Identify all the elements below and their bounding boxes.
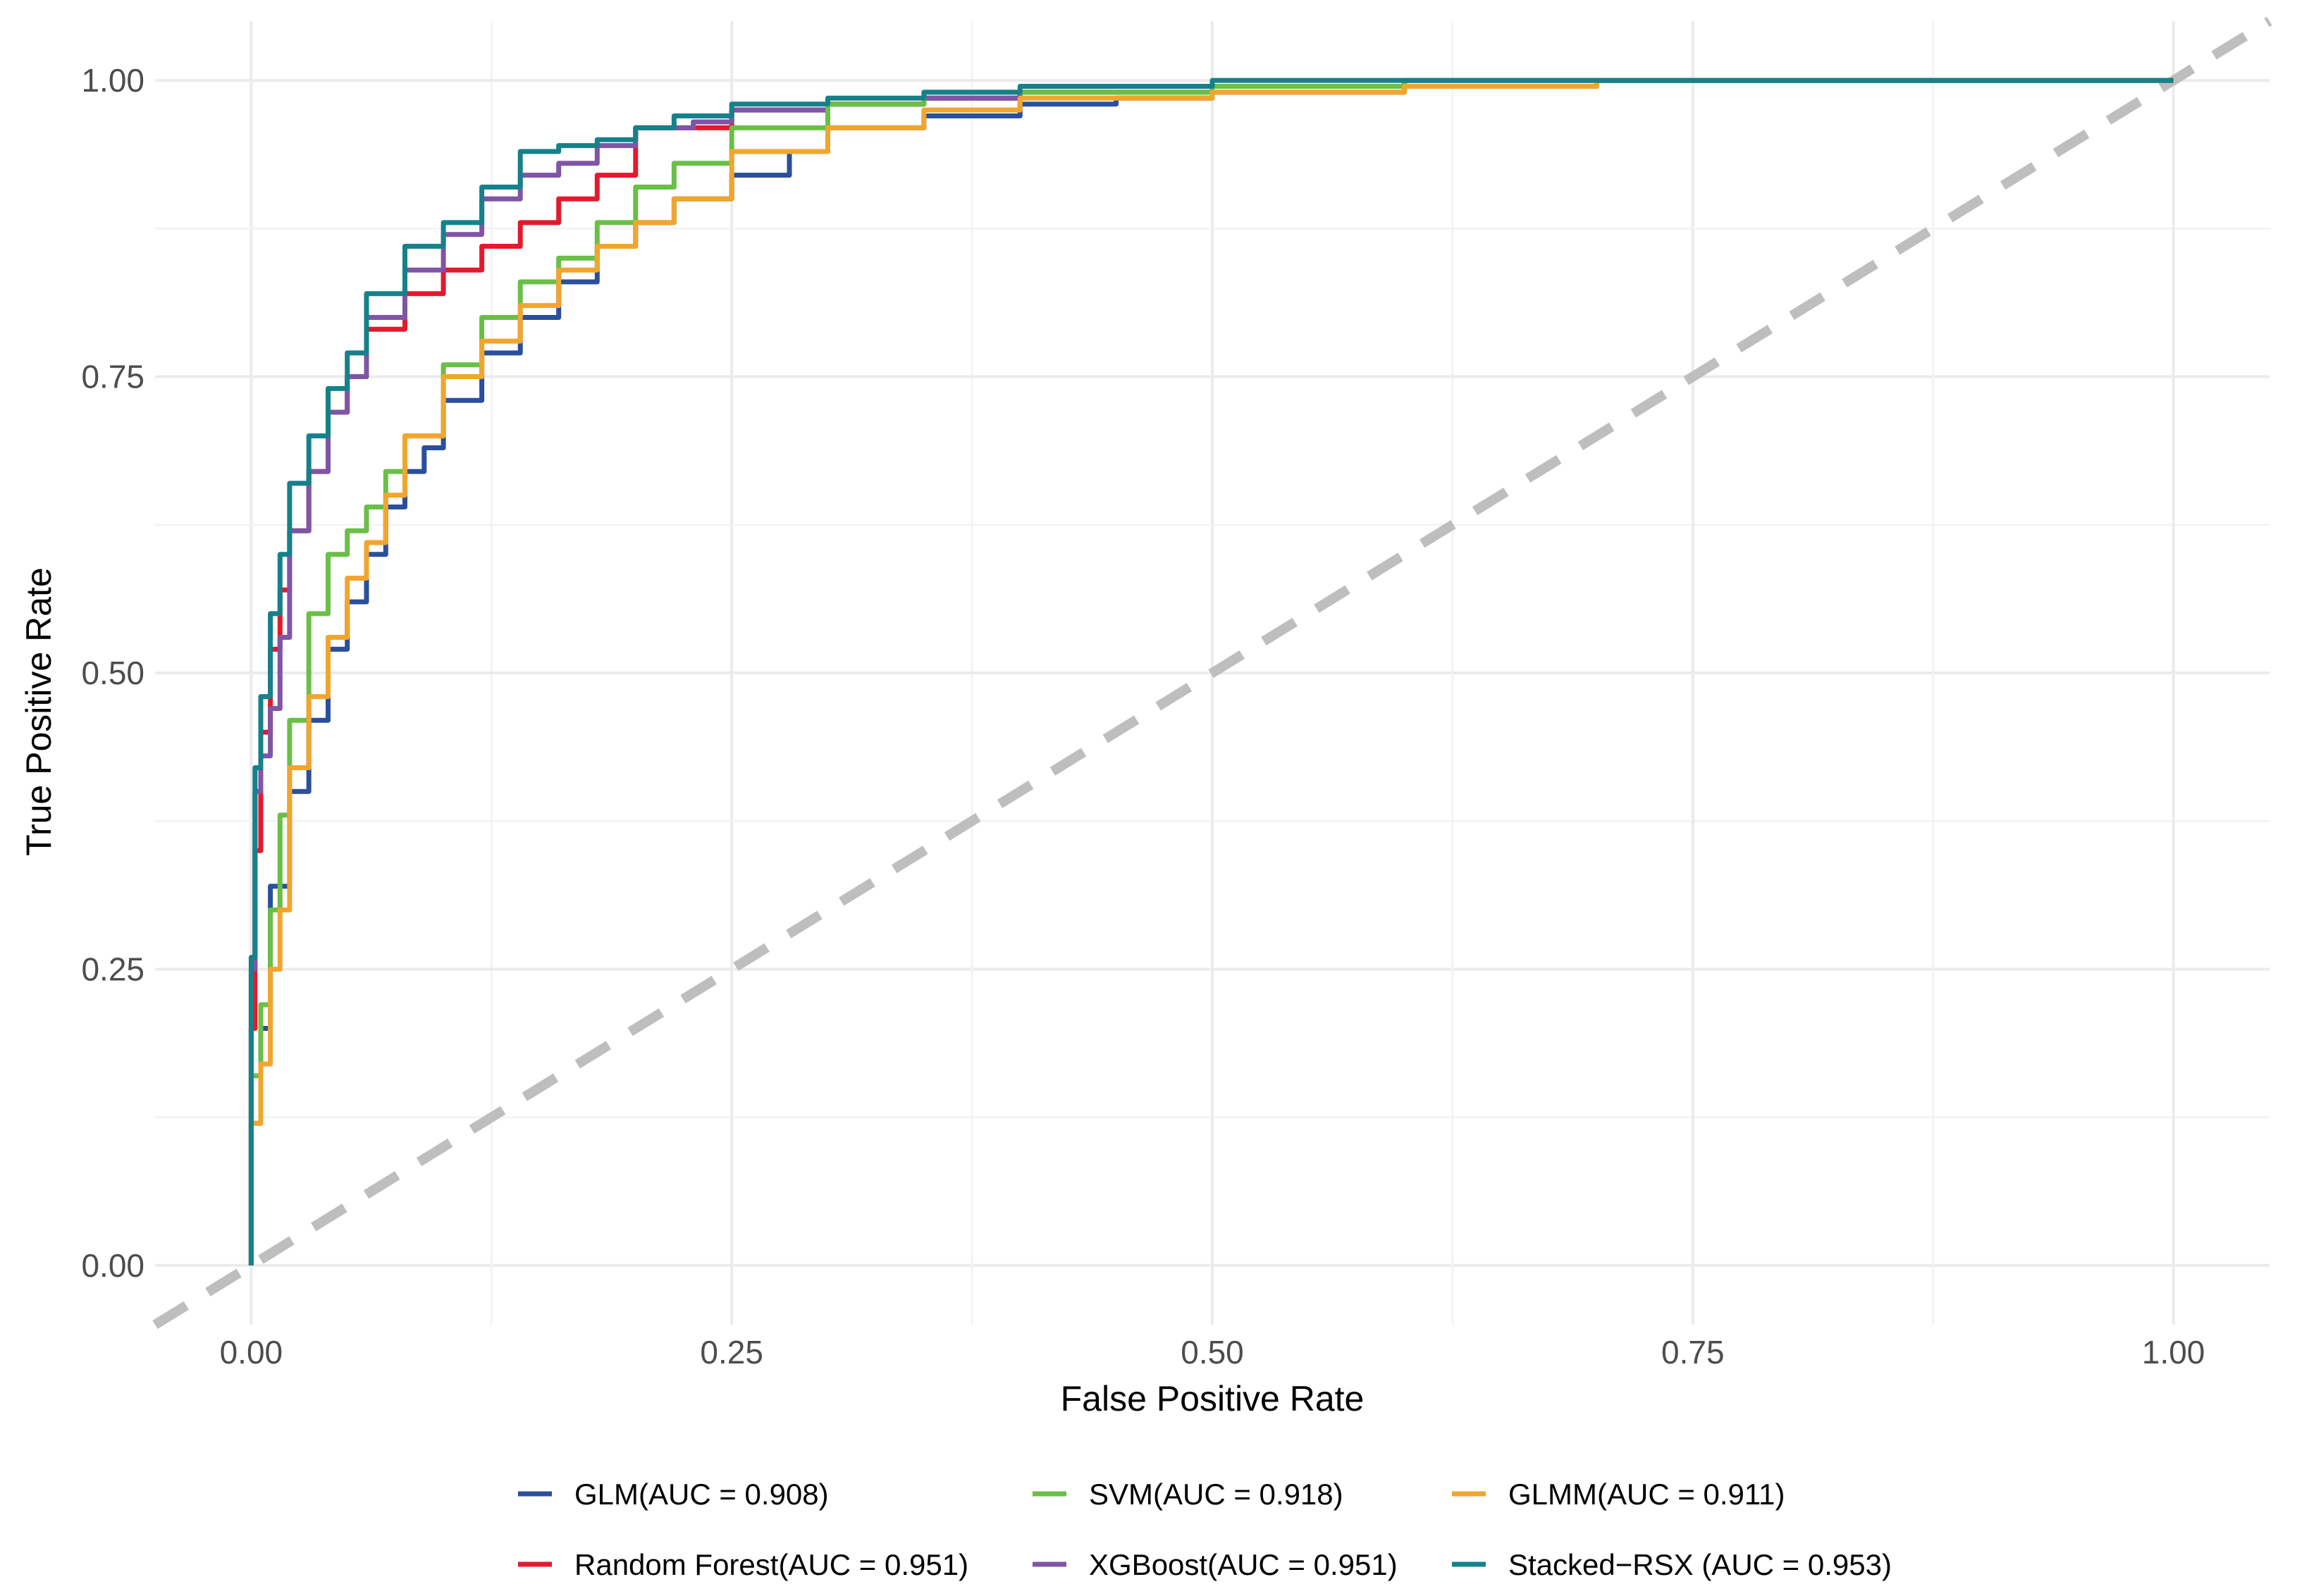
y-tick-label: 0.00 [81,1247,144,1284]
legend-label: GLMM(AUC = 0.911) [1508,1478,1785,1511]
x-axis-title: False Positive Rate [1061,1379,1365,1418]
legend-item: Random Forest(AUC = 0.951) [518,1548,968,1581]
legend-item: Stacked−RSX (AUC = 0.953) [1452,1548,1892,1581]
x-tick-label: 0.75 [1661,1334,1725,1371]
x-tick-label: 0.25 [700,1334,763,1371]
legend-label: XGBoost(AUC = 0.951) [1089,1548,1398,1581]
legend-label: GLM(AUC = 0.908) [574,1478,829,1511]
legend-item: GLMM(AUC = 0.911) [1452,1478,1785,1511]
reference-line-layer [152,17,2272,1329]
roc-series-line [248,78,2174,1266]
tick-labels: 0.00 0.25 0.50 0.75 1.00 0.00 0.25 0.50 0.75 1.00 [81,62,2205,1371]
x-tick-label: 1.00 [2142,1334,2205,1371]
y-tick-label: 0.50 [81,655,144,691]
legend-item: XGBoost(AUC = 0.951) [1033,1548,1398,1581]
roc-series-line [248,78,2174,1266]
legend-item: SVM(AUC = 0.918) [1033,1478,1343,1511]
y-tick-label: 1.00 [81,62,144,99]
y-tick-label: 0.75 [81,359,144,395]
x-tick-label: 0.00 [220,1334,283,1371]
series-layer [248,78,2174,1266]
legend-label: Stacked−RSX (AUC = 0.953) [1508,1548,1892,1581]
reference-diagonal-line [152,17,2272,1329]
legend-label: Random Forest(AUC = 0.951) [574,1548,968,1581]
legend-item: GLM(AUC = 0.908) [518,1478,829,1511]
y-axis-title: True Positive Rate [19,567,58,855]
y-tick-label: 0.25 [81,951,144,987]
roc-series-line [248,78,2174,1266]
legend-label: SVM(AUC = 0.918) [1089,1478,1343,1511]
x-tick-label: 0.50 [1181,1334,1244,1371]
legend: GLM(AUC = 0.908) SVM(AUC = 0.918) GLMM(AUC… [518,1478,1892,1581]
